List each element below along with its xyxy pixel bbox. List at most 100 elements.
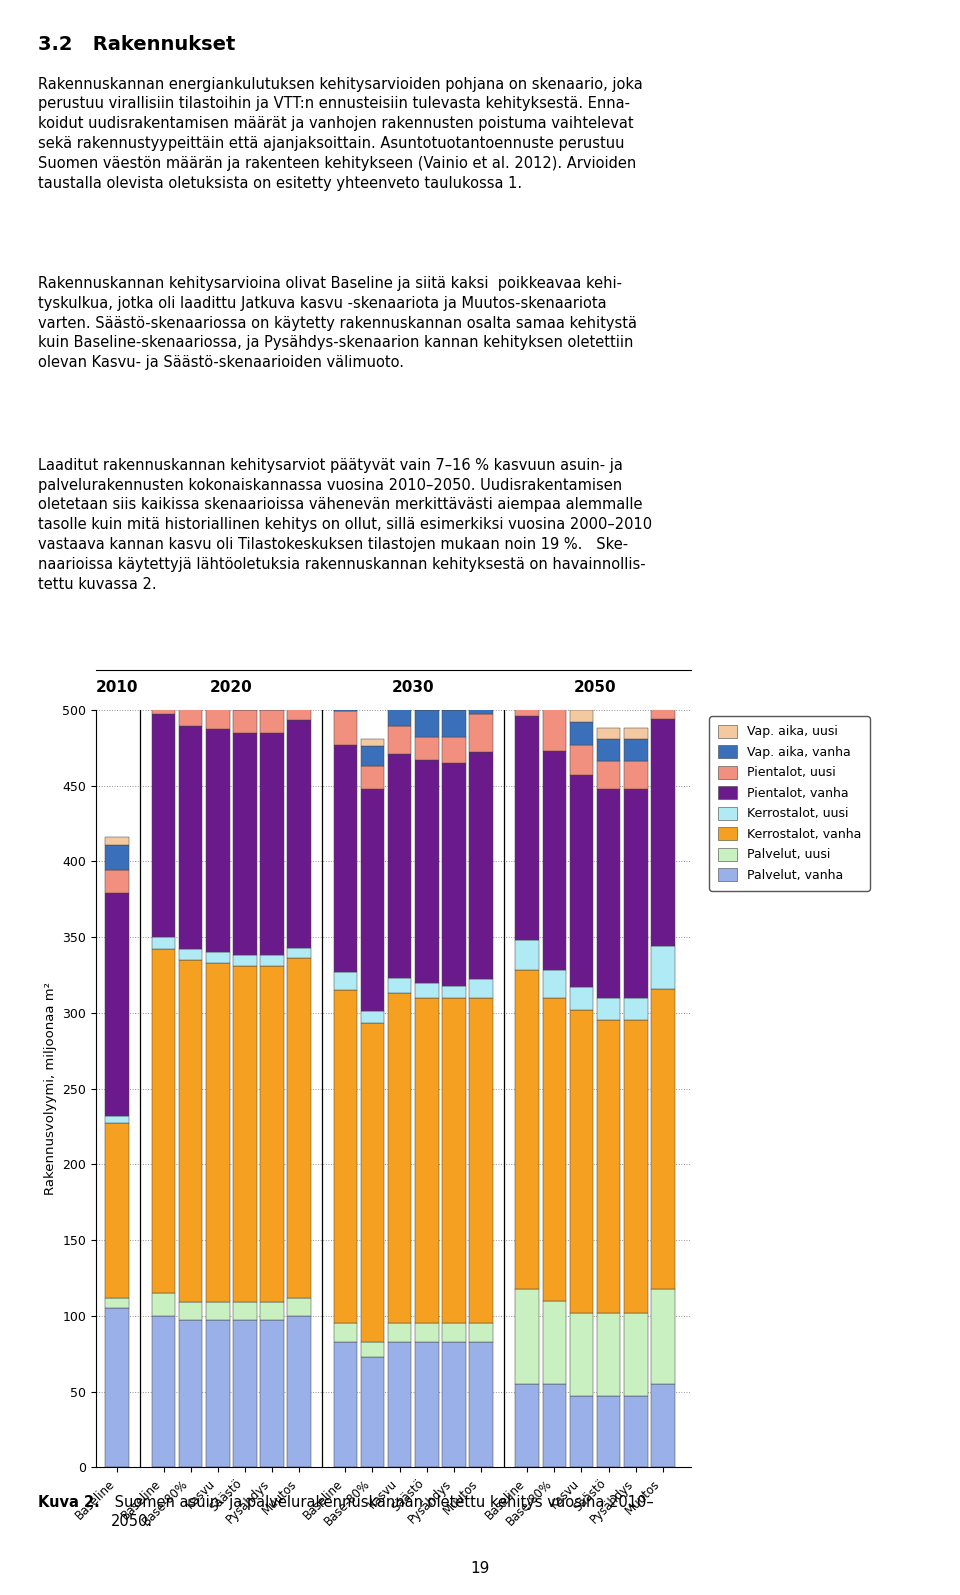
Bar xyxy=(233,955,256,967)
Bar xyxy=(516,1289,540,1384)
Bar xyxy=(333,990,357,1324)
Bar xyxy=(333,1324,357,1341)
Bar xyxy=(624,998,648,1021)
Bar xyxy=(516,716,540,939)
Bar xyxy=(569,723,593,745)
Bar xyxy=(569,775,593,987)
Bar xyxy=(542,1302,566,1384)
Bar xyxy=(651,989,675,1289)
Bar xyxy=(442,998,466,1324)
Bar xyxy=(179,726,203,949)
Bar xyxy=(651,946,675,989)
Bar xyxy=(469,979,492,998)
Bar xyxy=(206,703,229,729)
Bar xyxy=(597,727,620,738)
Bar xyxy=(179,703,203,726)
Bar xyxy=(287,660,311,691)
Bar xyxy=(469,684,492,715)
Text: 3.2   Rakennukset: 3.2 Rakennukset xyxy=(38,35,236,54)
Bar xyxy=(287,691,311,721)
Bar xyxy=(206,729,229,952)
Bar xyxy=(469,671,492,684)
Bar xyxy=(569,987,593,1010)
Bar xyxy=(597,998,620,1021)
Bar xyxy=(361,788,384,1011)
Bar xyxy=(651,593,675,620)
Bar xyxy=(624,738,648,761)
Bar xyxy=(624,727,648,738)
Bar xyxy=(442,1341,466,1467)
Text: Kuva 2.: Kuva 2. xyxy=(38,1495,100,1509)
Bar xyxy=(333,745,357,971)
Bar xyxy=(542,998,566,1302)
Bar xyxy=(542,970,566,998)
Bar xyxy=(516,612,540,628)
Bar xyxy=(442,710,466,737)
Bar xyxy=(415,983,439,998)
Bar xyxy=(152,715,176,936)
Bar xyxy=(106,845,129,871)
Bar xyxy=(516,656,540,716)
Bar xyxy=(415,998,439,1324)
Bar xyxy=(287,648,311,660)
Bar xyxy=(152,641,176,654)
Bar xyxy=(624,1021,648,1313)
Bar xyxy=(152,1316,176,1467)
Bar xyxy=(388,978,412,994)
Bar xyxy=(597,1313,620,1396)
Bar xyxy=(597,1396,620,1467)
Bar xyxy=(442,986,466,998)
Bar xyxy=(106,1116,129,1123)
Bar xyxy=(152,684,176,715)
Bar xyxy=(569,1010,593,1313)
Bar xyxy=(260,732,284,955)
Text: 2050: 2050 xyxy=(574,679,616,694)
Bar xyxy=(233,1302,256,1321)
Bar xyxy=(415,710,439,737)
Bar xyxy=(233,710,256,732)
Bar xyxy=(442,737,466,762)
Bar xyxy=(597,738,620,761)
Bar xyxy=(287,947,311,959)
Bar xyxy=(542,697,566,751)
Bar xyxy=(361,746,384,766)
Bar xyxy=(179,665,203,676)
Legend: Vap. aika, uusi, Vap. aika, vanha, Pientalot, uusi, Pientalot, vanha, Kerrostalo: Vap. aika, uusi, Vap. aika, vanha, Pient… xyxy=(709,716,870,890)
Bar xyxy=(624,761,648,788)
Bar xyxy=(516,970,540,1289)
Bar xyxy=(542,675,566,697)
Bar xyxy=(361,1341,384,1357)
Bar xyxy=(361,1357,384,1467)
Bar xyxy=(179,1321,203,1467)
Bar xyxy=(542,664,566,675)
Bar xyxy=(106,837,129,845)
Bar xyxy=(516,1384,540,1467)
Bar xyxy=(233,683,256,710)
Bar xyxy=(206,1321,229,1467)
Bar xyxy=(333,668,357,681)
Bar xyxy=(597,788,620,998)
Bar xyxy=(415,1324,439,1341)
Bar xyxy=(469,753,492,979)
Bar xyxy=(542,751,566,970)
Bar xyxy=(442,699,466,710)
Bar xyxy=(569,1313,593,1396)
Bar xyxy=(179,676,203,703)
Bar xyxy=(233,967,256,1302)
Bar xyxy=(415,759,439,983)
Bar xyxy=(106,1298,129,1308)
Bar xyxy=(597,761,620,788)
Bar xyxy=(415,699,439,710)
Bar xyxy=(651,719,675,946)
Bar xyxy=(651,1289,675,1384)
Text: 2020: 2020 xyxy=(210,679,252,694)
Bar xyxy=(233,732,256,955)
Bar xyxy=(260,967,284,1302)
Bar xyxy=(388,1324,412,1341)
Bar xyxy=(106,1308,129,1467)
Bar xyxy=(152,949,176,1294)
Bar xyxy=(333,711,357,745)
Bar xyxy=(569,1396,593,1467)
Bar xyxy=(206,1302,229,1321)
Bar xyxy=(361,1011,384,1024)
